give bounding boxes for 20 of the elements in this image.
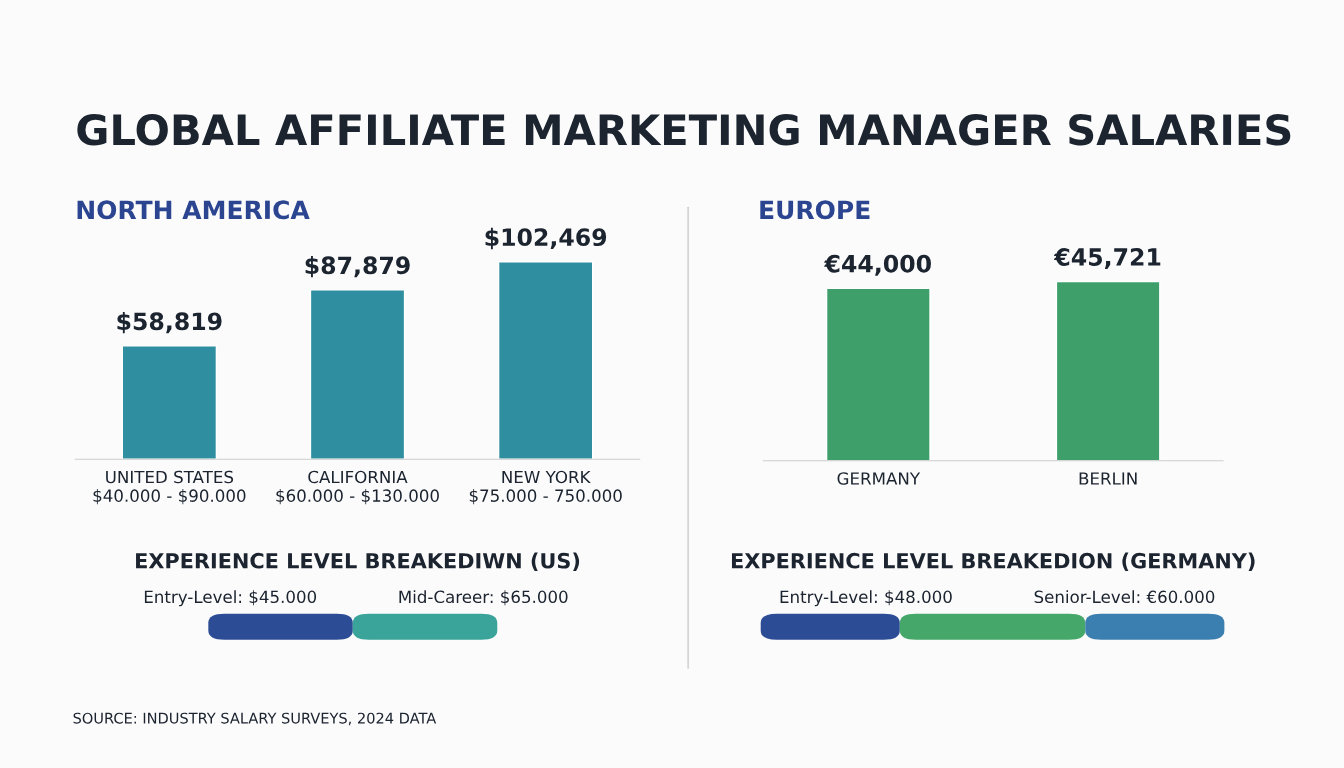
data-label: €44,000 xyxy=(824,254,931,276)
x-tick-label: BERLIN xyxy=(1079,472,1137,485)
data-label: $58,819 xyxy=(117,311,222,334)
source-note: SOURCE: INDUSTRY SALARY SURVEYS, 2024 DATA xyxy=(73,712,437,726)
x-tick-label: CALIFORNIA $60.000 - $130.000 xyxy=(276,470,439,505)
data-label: $87,879 xyxy=(305,255,410,278)
text: Entry-Level: $48.000 xyxy=(780,590,952,607)
x-tick-label: NEW YORK $75.000 - 750.000 xyxy=(469,470,622,505)
x-tick-label: GERMANY xyxy=(837,472,921,485)
chart-subtitle: NORTH AMERICA xyxy=(77,200,310,220)
text: EXPERIENCE LEVEL BREAKEDIWN (US) xyxy=(136,552,580,572)
text: EXPERIENCE LEVEL BREAKEDION (GERMANY) xyxy=(731,552,1255,572)
data-label: €45,721 xyxy=(1053,248,1161,269)
text: Mid-Career: $65.000 xyxy=(399,590,568,606)
text: Senior-Level: €60.000 xyxy=(1034,590,1215,604)
chart-title: EUROPE xyxy=(760,200,870,220)
data-label: $102,469 xyxy=(485,227,607,250)
chart-title: GLOBAL AFFILIATE MARKETING MANAGER SALARIES xyxy=(77,114,1291,146)
x-tick-label: UNITED STATES $40.000 - $90.000 xyxy=(93,470,246,505)
text: Entry-Level: $45.000 xyxy=(144,590,317,607)
